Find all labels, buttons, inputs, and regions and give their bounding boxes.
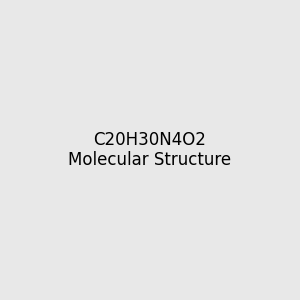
Text: C20H30N4O2
Molecular Structure: C20H30N4O2 Molecular Structure: [68, 130, 232, 170]
